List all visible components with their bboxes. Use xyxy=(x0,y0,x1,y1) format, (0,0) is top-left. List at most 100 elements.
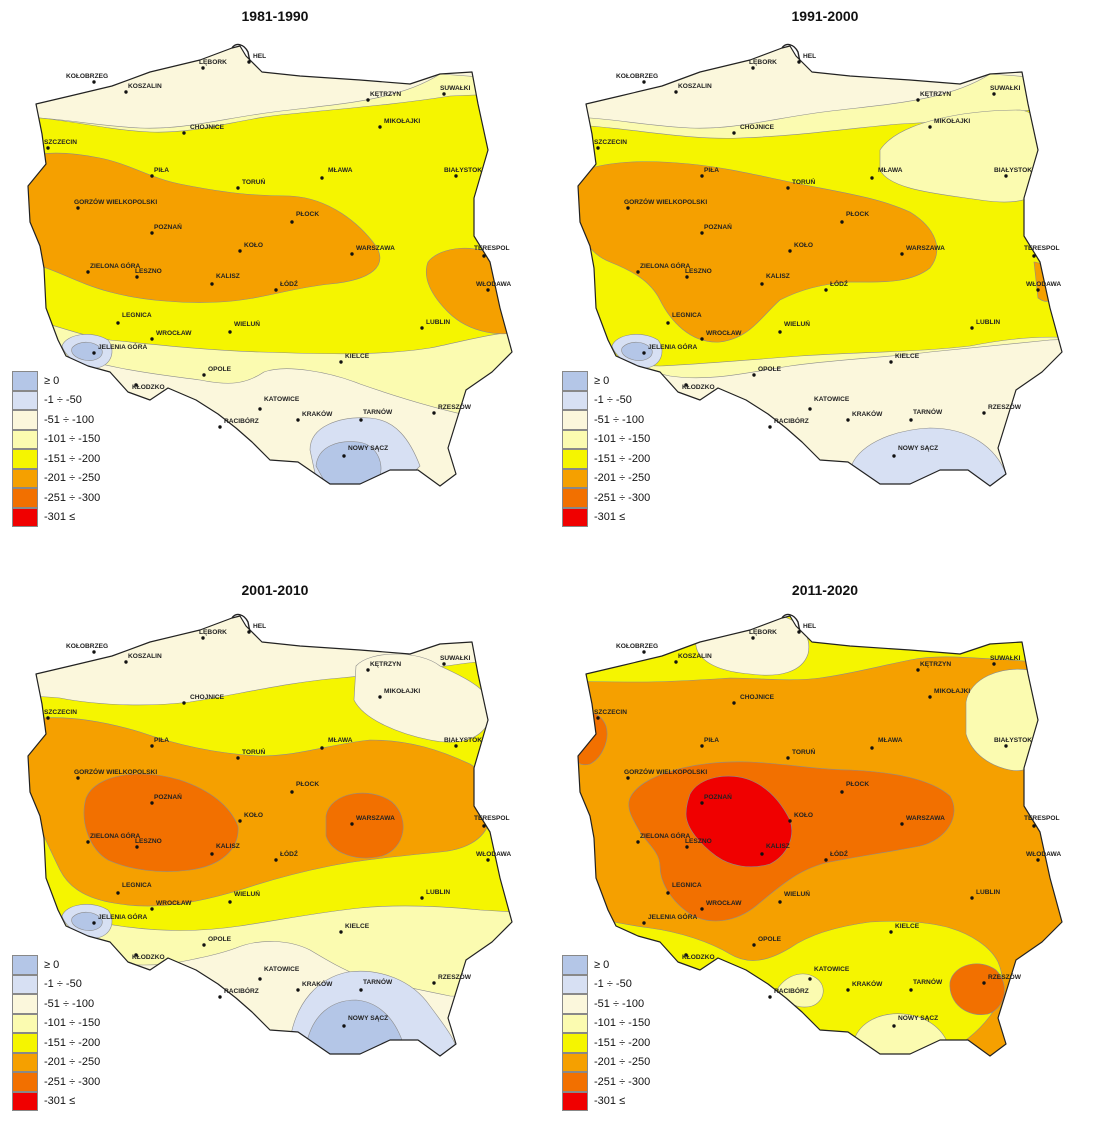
legend-row: -101 ÷ -150 xyxy=(562,429,651,449)
city-dot xyxy=(92,650,96,654)
city-dot xyxy=(824,858,828,862)
city-label: SZCZECIN xyxy=(44,709,77,716)
city-dot xyxy=(786,186,790,190)
city-dot xyxy=(76,776,80,780)
city-label: KOŁO xyxy=(244,812,263,819)
city-label: MŁAWA xyxy=(328,167,353,174)
city-label: RACIBÓRZ xyxy=(774,986,809,995)
city-dot xyxy=(674,660,678,664)
city-label: RACIBÓRZ xyxy=(224,416,259,425)
legend-label: -101 ÷ -150 xyxy=(594,433,651,446)
city-label: KATOWICE xyxy=(814,966,850,973)
city-label: SUWAŁKI xyxy=(990,655,1021,662)
city-dot xyxy=(124,660,128,664)
city-dot xyxy=(210,282,214,286)
legend-row: -151 ÷ -200 xyxy=(12,1033,100,1053)
city-label: RACIBÓRZ xyxy=(774,416,809,425)
legend-swatch xyxy=(562,468,588,488)
city-dot xyxy=(46,716,50,720)
legend-row: -1 ÷ -50 xyxy=(562,974,650,994)
city-dot xyxy=(700,337,704,341)
city-label: JELENIA GÓRA xyxy=(648,912,697,921)
city-label: KĘTRZYN xyxy=(920,91,951,98)
panel-title: 1981-1990 xyxy=(241,8,309,24)
legend-row: -301 ≤ xyxy=(12,1091,100,1111)
city-dot xyxy=(700,907,704,911)
legend-row: -301 ≤ xyxy=(562,1091,650,1111)
city-label: KOŁO xyxy=(244,242,263,249)
city-dot xyxy=(636,840,640,844)
city-label: LESZNO xyxy=(685,268,712,275)
city-label: CHOJNICE xyxy=(740,124,775,131)
city-label: PIŁA xyxy=(704,737,719,744)
city-dot xyxy=(685,275,689,279)
city-dot xyxy=(788,249,792,253)
legend-swatch xyxy=(562,488,588,508)
city-dot xyxy=(274,288,278,292)
legend-label: ≥ 0 xyxy=(594,958,610,971)
legend-label: -251 ÷ -300 xyxy=(44,491,101,504)
city-label: KOSZALIN xyxy=(678,653,712,660)
city-label: LESZNO xyxy=(685,838,712,845)
city-label: WŁODAWA xyxy=(1026,281,1061,288)
city-dot xyxy=(970,896,974,900)
city-label: KIELCE xyxy=(345,353,370,360)
city-label: PŁOCK xyxy=(846,781,869,788)
city-label: POZNAŃ xyxy=(704,792,732,801)
city-dot xyxy=(684,383,688,387)
city-label: WARSZAWA xyxy=(906,815,945,822)
hel-peninsula xyxy=(781,43,801,63)
city-dot xyxy=(378,695,382,699)
city-dot xyxy=(840,220,844,224)
city-dot xyxy=(482,254,486,258)
city-dot xyxy=(238,819,242,823)
zone-jelenia-core xyxy=(71,341,103,361)
city-label: KATOWICE xyxy=(264,396,300,403)
city-label: TARNÓW xyxy=(913,977,943,986)
city-dot xyxy=(150,907,154,911)
city-label: TERESPOL xyxy=(1024,815,1060,822)
city-label: NOWY SĄCZ xyxy=(898,445,938,452)
city-dot xyxy=(218,995,222,999)
legend-label: -101 ÷ -150 xyxy=(594,1017,651,1030)
city-dot xyxy=(218,425,222,429)
city-label: WIELUŃ xyxy=(234,319,260,328)
city-dot xyxy=(124,90,128,94)
city-dot xyxy=(909,418,913,422)
legend-label: -201 ÷ -250 xyxy=(594,1056,651,1069)
legend-row: -201 ÷ -250 xyxy=(12,1052,101,1072)
legend-label: -251 ÷ -300 xyxy=(594,491,651,504)
legend: ≥ 0 -1 ÷ -50 -51 ÷ -100 -101 ÷ -150 -151 ÷ -… xyxy=(12,955,100,1111)
city-dot xyxy=(892,1024,896,1028)
city-label: BIAŁYSTOK xyxy=(444,167,482,174)
city-dot xyxy=(258,407,262,411)
city-dot xyxy=(768,425,772,429)
city-dot xyxy=(928,125,932,129)
legend-label: -201 ÷ -250 xyxy=(44,1056,101,1069)
city-label: BIAŁYSTOK xyxy=(994,167,1032,174)
city-dot xyxy=(247,630,251,634)
city-dot xyxy=(92,80,96,84)
city-label: OPOLE xyxy=(208,366,232,373)
legend-label: ≥ 0 xyxy=(44,958,60,971)
legend-row: ≥ 0 xyxy=(12,371,100,391)
city-dot xyxy=(666,321,670,325)
city-dot xyxy=(290,790,294,794)
city-dot xyxy=(846,988,850,992)
cities: HEL LĘBORK KOŁOBRZEG KOSZALIN KĘTRZYN SUWAŁKI… xyxy=(594,53,1061,458)
city-label: POZNAŃ xyxy=(154,222,182,231)
city-label: KOŁO xyxy=(794,812,813,819)
city-dot xyxy=(150,744,154,748)
city-label: MIKOŁAJKI xyxy=(384,118,420,125)
city-dot xyxy=(202,943,206,947)
legend-label: -201 ÷ -250 xyxy=(44,472,101,485)
legend-swatch xyxy=(12,955,38,975)
zone-red-core-2011 xyxy=(685,775,792,868)
city-label: PŁOCK xyxy=(296,781,319,788)
city-label: TORUŃ xyxy=(792,177,816,186)
city-dot xyxy=(824,288,828,292)
city-label: SZCZECIN xyxy=(594,139,627,146)
city-label: ŁÓDŹ xyxy=(280,849,298,858)
city-dot xyxy=(1036,858,1040,862)
city-dot xyxy=(928,695,932,699)
